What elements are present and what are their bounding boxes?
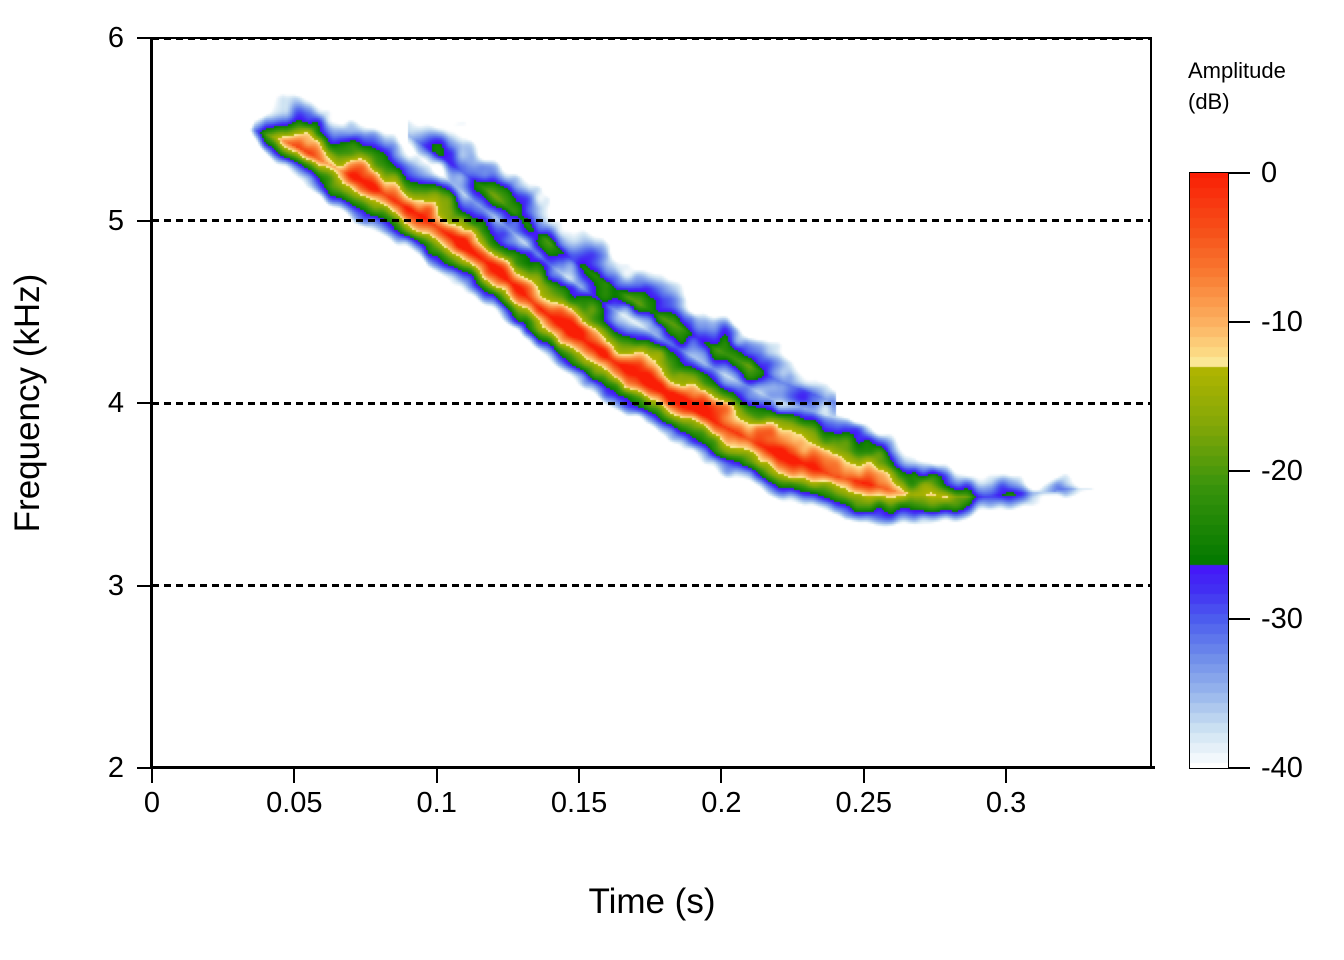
colorbar-title-line1: Amplitude <box>1188 58 1286 83</box>
y-tick <box>137 219 152 222</box>
plot-border-bottom <box>150 766 1155 769</box>
plot-border-right <box>1150 37 1152 769</box>
colorbar-tick <box>1229 767 1250 769</box>
colorbar-title-line2: (dB) <box>1188 89 1230 114</box>
plot-border-top <box>150 37 1152 39</box>
colorbar-tick <box>1229 320 1250 323</box>
colorbar-tick <box>1229 469 1250 472</box>
x-tick-label: 0 <box>143 787 161 819</box>
x-tick-label: 0.1 <box>416 787 457 819</box>
x-tick <box>151 768 153 783</box>
gridline-5khz <box>152 219 1152 222</box>
colorbar-tick-label: 0 <box>1261 157 1278 189</box>
colorbar-tick-label: -40 <box>1261 752 1303 784</box>
colorbar-tick <box>1229 172 1250 174</box>
colorbar-gradient <box>1189 172 1229 769</box>
colorbar-title: Amplitude (dB) <box>1188 55 1286 117</box>
x-tick-label: 0.2 <box>701 787 742 819</box>
x-tick <box>720 768 723 783</box>
y-tick <box>137 767 152 769</box>
colorbar-tick-label: -30 <box>1261 603 1303 636</box>
y-tick <box>137 584 152 587</box>
x-tick-label: 0.15 <box>550 787 608 819</box>
colorbar-tick-label: -10 <box>1261 305 1303 338</box>
y-tick-label: 3 <box>107 569 124 602</box>
y-tick-label: 2 <box>107 752 124 784</box>
x-tick-label: 0.25 <box>835 787 892 819</box>
gridline-3khz <box>152 584 1152 587</box>
y-tick-label: 4 <box>107 387 124 419</box>
gridline-4khz <box>152 401 1152 405</box>
y-tick-label: 5 <box>107 204 124 237</box>
x-tick-label: 0.05 <box>266 787 323 819</box>
colorbar-tick-label: -20 <box>1261 454 1303 487</box>
x-tick <box>293 768 296 783</box>
y-tick-label: 6 <box>107 22 124 54</box>
x-tick <box>578 768 581 783</box>
x-tick <box>1005 768 1008 783</box>
y-axis-title: Frequency (kHz) <box>8 273 47 533</box>
x-tick-label: 0.3 <box>985 787 1027 819</box>
x-axis-title: Time (s) <box>588 882 716 921</box>
x-tick <box>862 768 865 783</box>
y-tick <box>137 37 152 39</box>
x-tick <box>435 768 438 783</box>
colorbar-tick <box>1229 618 1250 621</box>
y-tick <box>137 402 152 404</box>
